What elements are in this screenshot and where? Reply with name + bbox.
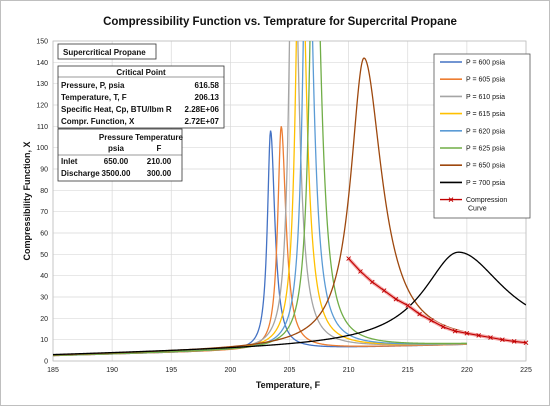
inlet-temperature: 210.00 <box>147 157 172 166</box>
y-tick-label: 90 <box>40 167 48 174</box>
compression-point <box>464 330 470 336</box>
x-tick-label: 200 <box>225 367 237 374</box>
x-tick-label: 210 <box>343 367 355 374</box>
y-tick-label: 30 <box>40 295 48 302</box>
y-tick-label: 140 <box>36 60 48 67</box>
compression-point <box>429 318 434 323</box>
pressure-unit: psia <box>108 144 125 153</box>
compression-point <box>511 339 517 344</box>
cp-row-label: Specific Heat, Cp, BTU/lbm R <box>61 105 172 114</box>
compression-point <box>369 279 375 285</box>
x-tick-label: 190 <box>106 367 118 374</box>
legend-marker-compression <box>448 197 454 202</box>
series-line <box>53 251 526 356</box>
y-tick-label: 80 <box>40 188 48 195</box>
x-axis-label: Temperature, F <box>256 380 321 390</box>
compression-point <box>523 340 529 345</box>
critical-point-header: Critical Point <box>116 68 166 77</box>
legend-label: Curve <box>468 206 487 213</box>
x-tick-label: 215 <box>402 367 414 374</box>
y-tick-label: 120 <box>36 103 48 110</box>
chart-title: Compressibility Function vs. Temprature … <box>103 16 457 28</box>
info-panel: Supercritical Propane Critical Point Pre… <box>57 43 225 182</box>
legend-label: P = 620 psia <box>466 128 505 135</box>
compression-point <box>440 324 446 330</box>
legend-label: P = 700 psia <box>466 180 505 187</box>
legend: P = 600 psia P = 605 psia P = 610 psia P = … <box>433 53 531 219</box>
series-line <box>53 41 467 357</box>
compression-point <box>417 311 422 317</box>
y-tick-label: 150 <box>36 39 48 46</box>
compression-point <box>452 328 458 334</box>
pressure-header: Pressure <box>99 133 134 142</box>
curves-layer <box>53 41 529 357</box>
inlet-pressure: 650.00 <box>104 157 129 166</box>
compression-point <box>358 269 363 274</box>
x-tick-label: 185 <box>47 367 59 374</box>
y-axis-label: Compressibility Function, X <box>22 141 32 260</box>
legend-box <box>433 53 531 219</box>
compression-point <box>381 288 387 293</box>
critical-point-table <box>57 65 225 129</box>
cp-row-value: 616.58 <box>195 81 220 90</box>
x-tick-label: 225 <box>520 367 532 374</box>
cp-row-value: 2.28E+06 <box>185 105 220 114</box>
x-tick-label: 220 <box>461 367 473 374</box>
cp-row-value: 206.13 <box>195 93 220 102</box>
legend-label: P = 615 psia <box>466 111 505 118</box>
y-tick-label: 70 <box>40 209 48 216</box>
y-tick-label: 130 <box>36 81 48 88</box>
x-tick-label: 195 <box>165 367 177 374</box>
legend-label: P = 605 psia <box>466 77 505 84</box>
cp-row-label: Temperature, T, F <box>61 93 127 102</box>
legend-label: P = 625 psia <box>466 146 505 153</box>
inlet-label: Inlet <box>61 157 78 166</box>
y-tick-label: 0 <box>44 359 48 366</box>
y-tick-label: 60 <box>40 231 48 238</box>
discharge-pressure: 3500.00 <box>102 169 131 178</box>
discharge-temperature: 300.00 <box>147 169 172 178</box>
cp-row-label: Pressure, P, psia <box>61 81 125 90</box>
compression-point <box>346 256 351 261</box>
temperature-unit: F <box>157 144 162 153</box>
y-tick-label: 110 <box>37 124 48 131</box>
x-tick-label: 205 <box>284 367 296 374</box>
legend-label: P = 610 psia <box>466 94 505 101</box>
legend-label: P = 650 psia <box>466 163 505 170</box>
y-tick-label: 100 <box>36 145 48 152</box>
legend-label: Compression <box>466 197 507 204</box>
y-tick-label: 40 <box>40 273 48 280</box>
compression-curve-line <box>348 258 526 344</box>
compression-point <box>476 333 482 338</box>
info-heading-box <box>57 43 157 60</box>
temperature-header: Temperature <box>135 133 183 142</box>
y-tick-label: 10 <box>40 337 48 344</box>
cp-row-value: 2.72E+07 <box>185 117 220 126</box>
legend-label: P = 600 psia <box>466 60 505 67</box>
compression-point <box>393 296 399 302</box>
compression-point <box>488 335 493 340</box>
compression-point <box>500 337 505 342</box>
compression-point <box>405 303 411 308</box>
discharge-label: Discharge <box>61 169 100 178</box>
info-heading: Supercritical Propane <box>63 48 146 57</box>
y-tick-label: 20 <box>40 316 48 323</box>
cp-row-label: Compr. Function, X <box>61 117 135 126</box>
y-tick-label: 50 <box>40 252 48 259</box>
